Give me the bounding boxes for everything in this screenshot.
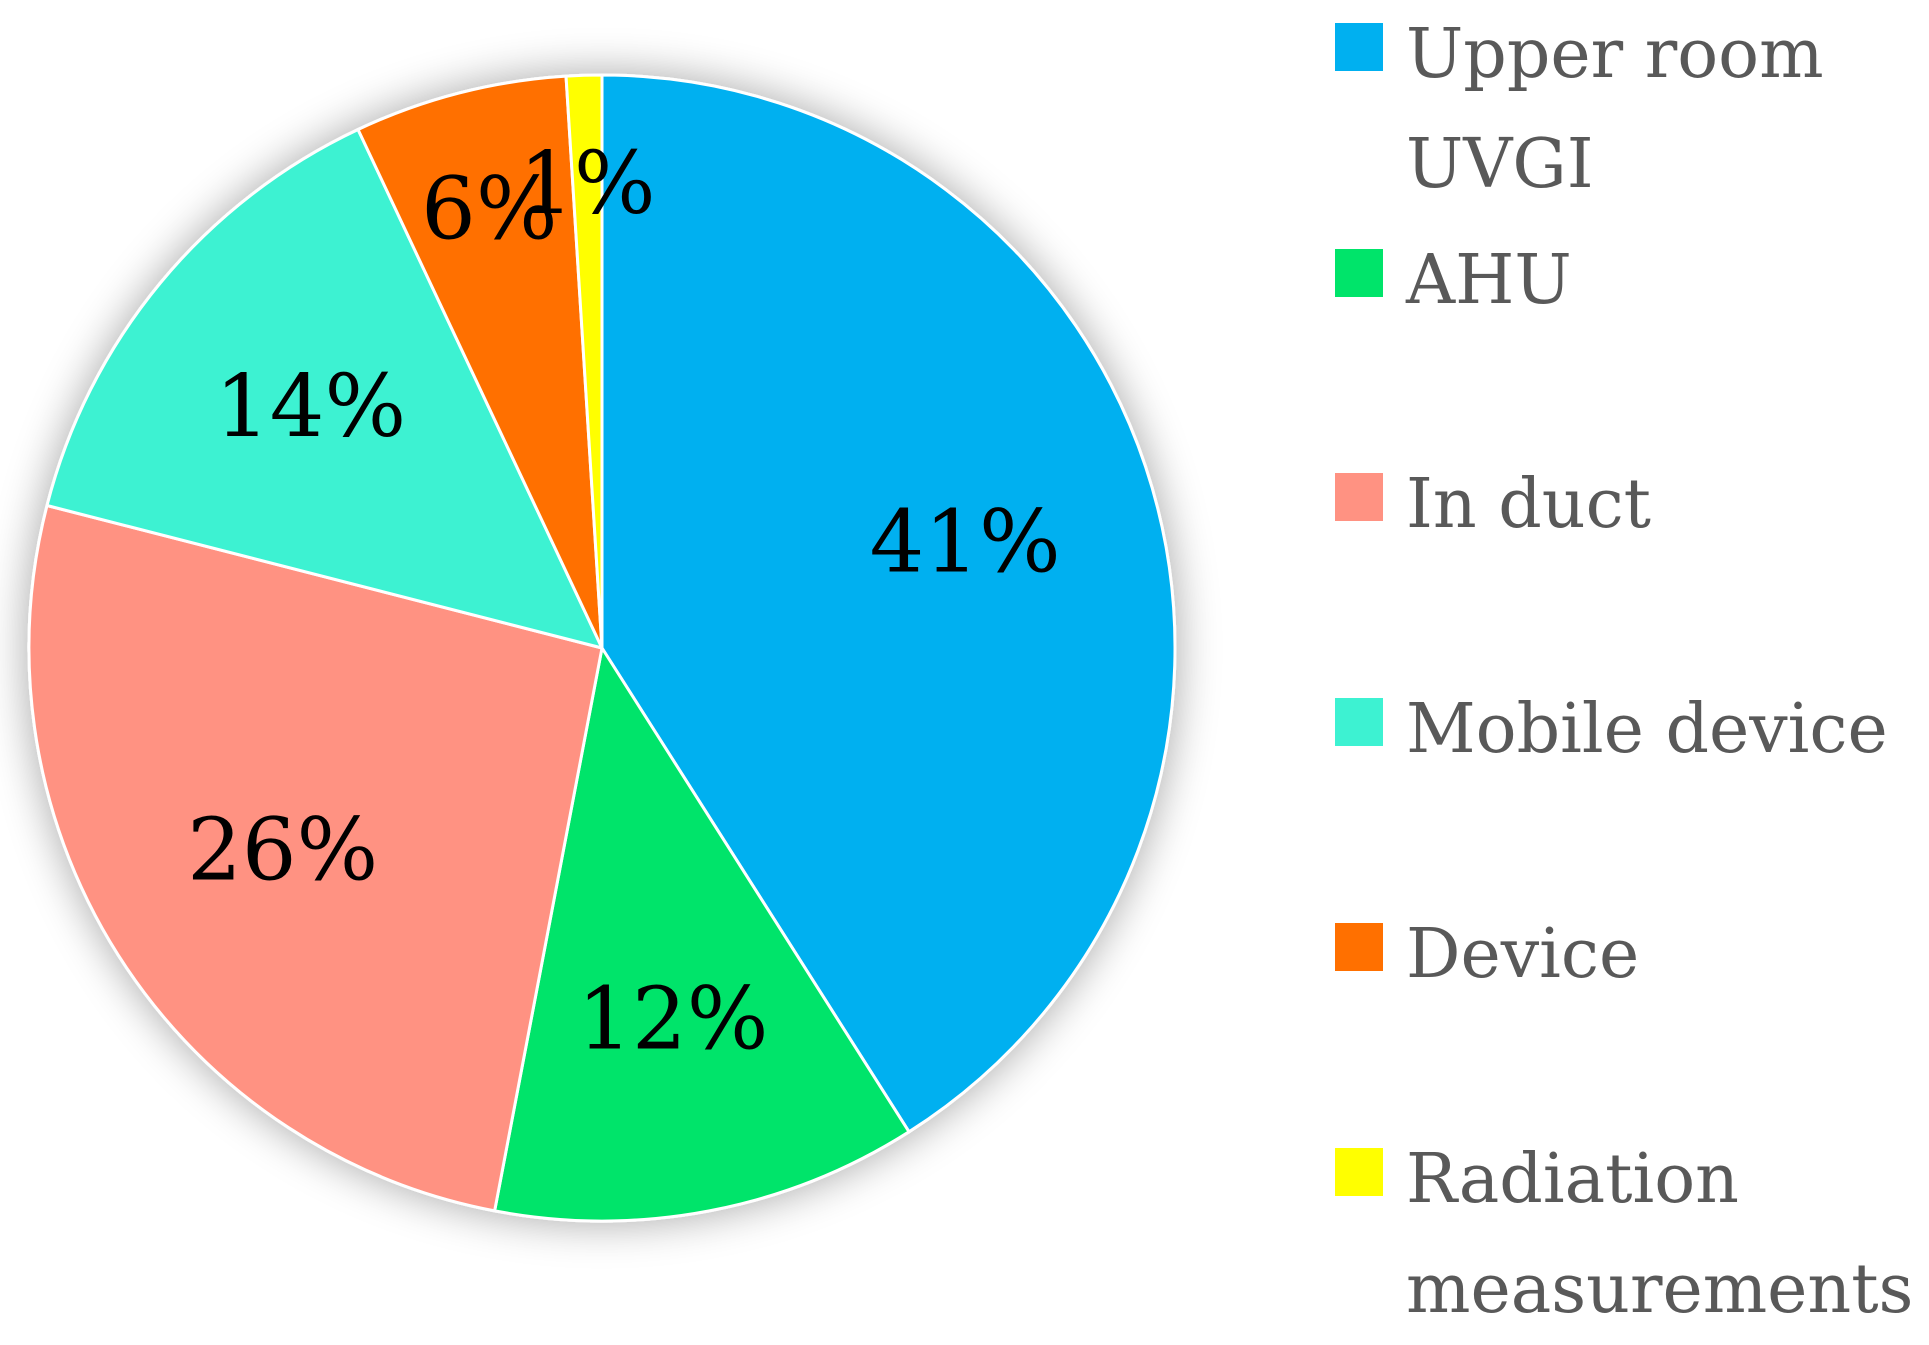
pie-slices (27, 73, 1177, 1223)
pie-slice-label-ahu: 12% (577, 970, 768, 1070)
legend-swatch (1335, 249, 1383, 297)
legend-label: Mobile device (1406, 690, 1888, 769)
pie-slice-upper-room-uvgi (600, 73, 1177, 1134)
pie-chart-svg: 41% 12% 26% 14%6%1% (27, 73, 1177, 1223)
pie-slice-label-mobile-device: 14% (215, 357, 406, 457)
legend-label: In duct (1406, 465, 1652, 544)
legend-label: Device (1406, 915, 1640, 994)
legend-swatch (1335, 473, 1383, 521)
legend-label: AHU (1406, 241, 1572, 320)
pie-slice-label-in-duct: 26% (187, 801, 378, 901)
pie-slice-radiation-measurements (564, 73, 604, 650)
legend-swatch (1335, 1148, 1383, 1196)
pie-slice-label-upper-room-uvgi: 41% (870, 493, 1061, 593)
legend-label: Upper room UVGI (1406, 15, 1824, 204)
legend-swatch (1335, 23, 1383, 71)
pie-slice-label-device: 6% (421, 160, 557, 260)
legend-swatch (1335, 923, 1383, 971)
pie-slice-ahu (493, 646, 911, 1223)
legend-label: Radiation measurements (1406, 1140, 1914, 1329)
pie-slice-labels: 41% 12% 26% 14%6%1% (187, 134, 1061, 1069)
pie-slice-device (356, 74, 604, 650)
legend: Upper room UVGI AHU In duct Mobile devic… (1335, 0, 1925, 1329)
pie-slice-mobile-device (45, 128, 604, 650)
pie-slice-label-radiation-measurements: 1% (519, 134, 655, 234)
pie-slice-in-duct (27, 504, 604, 1213)
legend-swatch (1335, 698, 1383, 746)
pie-chart: 41% 12% 26% 14% 6% 1% Upper room UVGI AHU In … (27, 0, 1925, 1329)
